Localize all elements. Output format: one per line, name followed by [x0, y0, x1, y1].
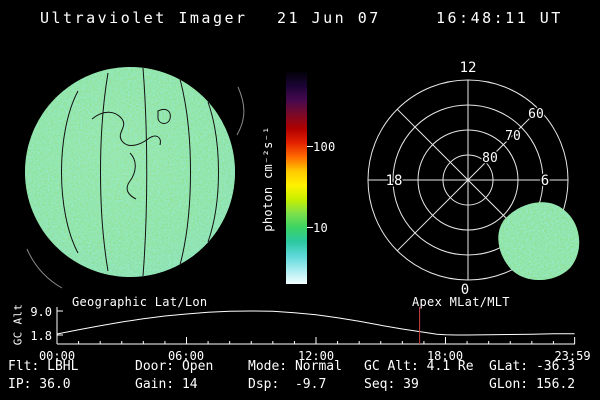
xtick-1200: 12:00	[297, 349, 335, 363]
status-gc-alt: GC Alt: 4.1 Re	[364, 359, 474, 374]
colorbar-label: photon cm⁻²s⁻¹	[261, 126, 275, 232]
mlat-ring-label-80: 80	[482, 151, 498, 166]
status-glat: GLat: -36.3	[489, 359, 576, 374]
intensity-colorbar	[286, 72, 307, 284]
meridian-line	[61, 90, 79, 254]
colorbar-tick-100: 100	[313, 140, 336, 154]
auroral-emission-texture	[498, 202, 580, 280]
status-flt: Flt: LBHL	[8, 359, 79, 374]
uv-earth-disk-panel	[25, 67, 245, 289]
xtick-0600: 06:00	[167, 349, 205, 363]
header-time: 16:48:11 UT	[436, 9, 563, 27]
app-title: Ultraviolet Imager	[40, 9, 248, 27]
right-projection-title: Apex MLat/MLT	[412, 295, 510, 309]
xtick-2359: 23:59	[554, 349, 591, 363]
meridian-line	[142, 67, 148, 277]
colorbar-tick-10: 10	[313, 221, 329, 235]
status-door: Door: Open	[135, 359, 214, 374]
ytick-1-8: 1.8	[30, 329, 52, 343]
limb-grid-arc	[236, 86, 245, 136]
status-seq: Seq: 39	[364, 377, 419, 392]
colorbar-tick-mark	[307, 146, 313, 147]
mlat-ring-label-60: 60	[528, 107, 544, 122]
coastline	[126, 152, 137, 200]
grid-outside-disk	[26, 86, 245, 289]
xtick-1800: 18:00	[426, 349, 464, 363]
status-mode: Mode: Normal	[248, 359, 342, 374]
mlt-label-0: 0	[461, 282, 469, 298]
xtick-0000: 00:00	[38, 349, 76, 363]
mlat-ring-label-70: 70	[505, 129, 521, 144]
status-dsp: Dsp: -9.7	[248, 377, 327, 392]
mlt-label-18: 18	[386, 173, 403, 189]
status-gain: Gain: 14	[135, 377, 198, 392]
altitude-timeseries-plot	[56, 307, 576, 345]
apex-mlat-mlt-dial: 12 0 18 6 60 70 80	[367, 60, 580, 298]
colorbar-tick-mark	[307, 227, 313, 228]
disk-speckle-texture	[25, 67, 235, 277]
status-glon: GLon: 156.2	[489, 377, 576, 392]
mlt-spoke	[396, 108, 540, 252]
limb-grid-arc	[26, 248, 63, 289]
ytick-9: 9.0	[30, 305, 52, 319]
gc-altitude-curve	[56, 310, 575, 336]
header-date: 21 Jun 07	[277, 9, 381, 27]
geographic-grid-overlay	[61, 67, 219, 277]
mlt-label-6: 6	[541, 173, 549, 189]
polar-grid	[367, 79, 569, 281]
left-projection-title: Geographic Lat/Lon	[72, 295, 208, 309]
coastline-island	[157, 108, 171, 124]
meridian-line	[179, 78, 191, 266]
meridian-line	[207, 101, 219, 243]
meridian-line	[100, 72, 109, 272]
coastline	[91, 111, 161, 146]
mlt-label-12: 12	[460, 60, 477, 76]
status-ip: IP: 36.0	[8, 377, 71, 392]
